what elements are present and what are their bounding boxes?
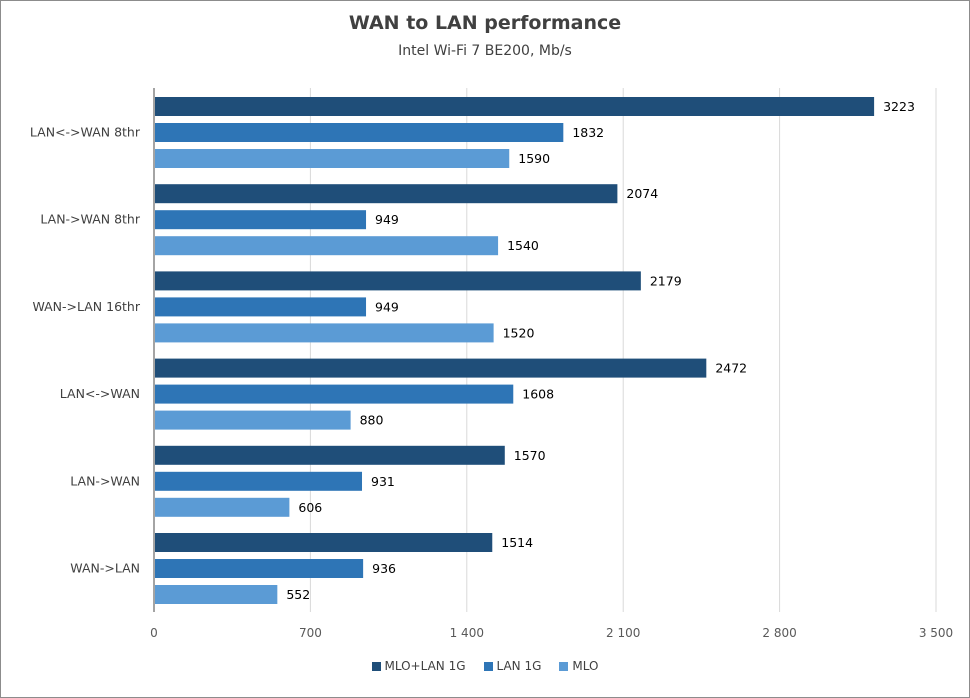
category-label: LAN<->WAN 8thr [30, 125, 141, 140]
x-tick-label: 2 800 [762, 626, 796, 640]
bars [155, 97, 875, 604]
data-label: 1832 [572, 125, 604, 140]
chart-title: WAN to LAN performance [348, 12, 622, 34]
category-label: WAN->LAN [70, 561, 140, 576]
data-label: 2179 [650, 273, 682, 288]
data-label: 606 [298, 500, 322, 515]
bar [155, 410, 351, 430]
data-labels: 3223 1832 1590 2074 949 1540 2179 949 1520 2472 16… [286, 99, 915, 602]
data-label: 3223 [883, 99, 915, 114]
bar [155, 271, 641, 291]
x-tick-label: 3 500 [919, 626, 953, 640]
bar [155, 497, 290, 517]
bar [155, 184, 618, 204]
x-tick-label: 0 [150, 626, 158, 640]
data-label: 552 [286, 587, 310, 602]
legend-swatch [559, 661, 569, 671]
bar [155, 585, 278, 604]
data-label: 1514 [501, 535, 533, 550]
gridlines [309, 88, 937, 612]
data-label: 949 [375, 299, 399, 314]
legend: MLO+LAN 1G LAN 1G MLO [0, 659, 970, 673]
bar [155, 471, 363, 491]
category-label: LAN<->WAN [60, 386, 140, 401]
legend-item: LAN 1G [483, 659, 542, 673]
bar [155, 533, 493, 552]
data-label: 2472 [715, 361, 747, 376]
legend-swatch [371, 661, 381, 671]
bar [155, 97, 875, 116]
bar [155, 358, 707, 378]
bar [155, 210, 367, 230]
legend-label: LAN 1G [496, 659, 542, 673]
category-labels: LAN<->WAN 8thr LAN->WAN 8thr WAN->LAN 16th… [30, 125, 141, 576]
bar [155, 445, 505, 465]
data-label: 1520 [503, 325, 535, 340]
legend-label: MLO [572, 659, 599, 673]
category-label: WAN->LAN 16thr [32, 299, 140, 314]
bar [155, 149, 510, 168]
bar [155, 123, 564, 142]
chart-subtitle: Intel Wi-Fi 7 BE200, Mb/s [398, 43, 572, 59]
bar [155, 297, 367, 317]
x-tick-label: 700 [299, 626, 322, 640]
data-label: 949 [375, 212, 399, 227]
data-label: 1608 [522, 387, 554, 402]
data-label: 931 [371, 474, 395, 489]
legend-label: MLO+LAN 1G [384, 659, 466, 673]
x-tick-labels: 0 700 1 400 2 100 2 800 3 500 [150, 626, 953, 640]
bar [155, 384, 514, 404]
x-tick-label: 1 400 [450, 626, 484, 640]
category-label: LAN->WAN 8thr [40, 212, 140, 227]
legend-item: MLO [559, 659, 598, 673]
data-label: 2074 [626, 186, 658, 201]
bar [155, 236, 499, 256]
data-label: 1570 [514, 448, 546, 463]
bar [155, 559, 364, 578]
data-label: 1590 [518, 151, 550, 166]
x-tick-label: 2 100 [606, 626, 640, 640]
data-label: 1540 [507, 238, 539, 253]
bar [155, 323, 494, 343]
data-label: 880 [360, 413, 384, 428]
legend-swatch [483, 661, 493, 671]
data-label: 936 [372, 561, 396, 576]
legend-item: MLO+LAN 1G [371, 659, 466, 673]
category-label: LAN->WAN [70, 473, 140, 488]
